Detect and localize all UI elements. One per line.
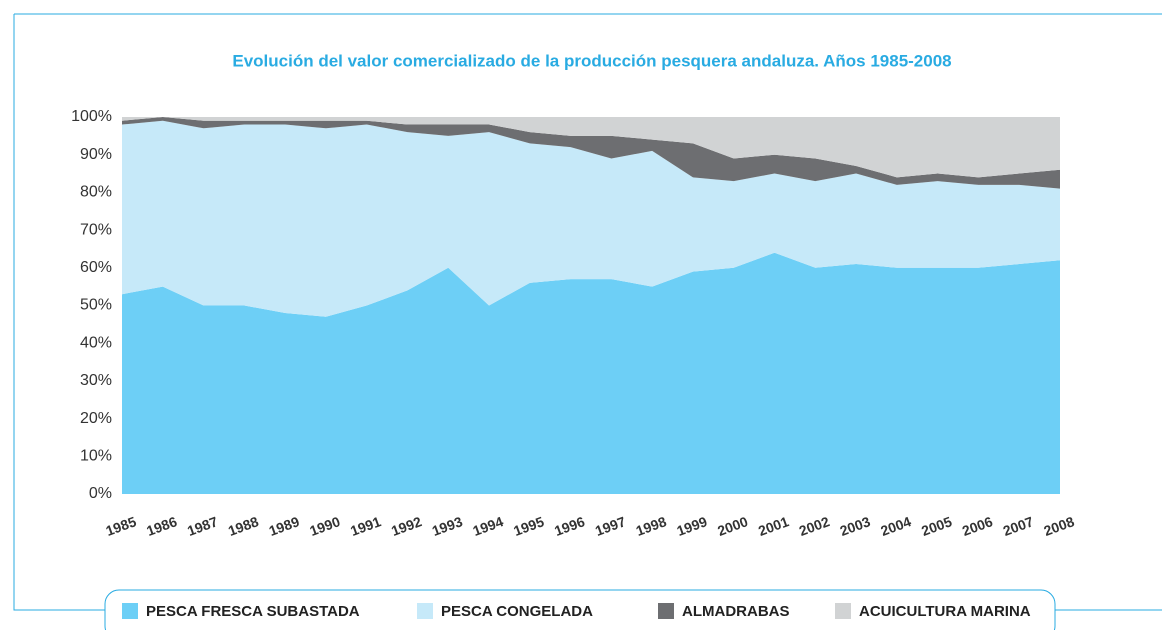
y-tick-label: 30% bbox=[80, 372, 112, 389]
chart-title: Evolución del valor comercializado de la… bbox=[232, 51, 951, 70]
y-tick-label: 70% bbox=[80, 221, 112, 238]
legend-label: ALMADRABAS bbox=[682, 603, 790, 620]
x-tick-label: 2000 bbox=[715, 513, 750, 539]
x-tick-label: 1992 bbox=[389, 513, 424, 539]
x-tick-label: 1995 bbox=[511, 513, 546, 539]
area bbox=[122, 120, 1060, 317]
x-tick-label: 1991 bbox=[348, 513, 383, 539]
x-tick-label: 2007 bbox=[1001, 513, 1036, 539]
x-tick-label: 1990 bbox=[307, 513, 342, 539]
area bbox=[122, 252, 1060, 494]
y-tick-label: 10% bbox=[80, 448, 112, 465]
x-tick-label: 1987 bbox=[185, 513, 220, 539]
y-tick-label: 50% bbox=[80, 297, 112, 314]
y-tick-label: 40% bbox=[80, 334, 112, 351]
area bbox=[122, 117, 1060, 189]
x-tick-label: 1999 bbox=[674, 513, 709, 539]
x-tick-label: 2003 bbox=[838, 513, 873, 539]
x-tick-label: 2001 bbox=[756, 513, 791, 539]
area bbox=[122, 117, 1060, 178]
x-tick-label: 1997 bbox=[593, 513, 628, 539]
legend-swatch bbox=[417, 603, 433, 619]
legend-label: ACUICULTURA MARINA bbox=[859, 603, 1031, 620]
y-tick-label: 20% bbox=[80, 410, 112, 427]
x-tick-label: 1994 bbox=[471, 513, 506, 539]
y-tick-label: 0% bbox=[89, 485, 112, 502]
x-tick-label: 2005 bbox=[919, 513, 954, 539]
y-tick-label: 90% bbox=[80, 146, 112, 163]
x-tick-label: 2004 bbox=[878, 513, 913, 539]
x-tick-label: 2006 bbox=[960, 513, 995, 539]
x-tick-label: 1993 bbox=[430, 513, 465, 539]
legend-label: PESCA FRESCA SUBASTADA bbox=[146, 603, 360, 620]
x-tick-label: 2008 bbox=[1042, 513, 1077, 539]
x-tick-label: 1988 bbox=[226, 513, 261, 539]
y-tick-label: 100% bbox=[71, 108, 112, 125]
legend-swatch bbox=[835, 603, 851, 619]
legend-label: PESCA CONGELADA bbox=[441, 603, 593, 620]
x-tick-label: 2002 bbox=[797, 513, 832, 539]
legend-swatch bbox=[658, 603, 674, 619]
y-tick-label: 60% bbox=[80, 259, 112, 276]
frame bbox=[13, 13, 1162, 611]
legend-swatch bbox=[122, 603, 138, 619]
y-tick-label: 80% bbox=[80, 184, 112, 201]
x-tick-label: 1986 bbox=[144, 513, 179, 539]
x-tick-label: 1998 bbox=[634, 513, 669, 539]
legend-box bbox=[104, 589, 1056, 630]
x-tick-label: 1989 bbox=[267, 513, 302, 539]
x-tick-label: 1985 bbox=[104, 513, 139, 539]
x-tick-label: 1996 bbox=[552, 513, 587, 539]
